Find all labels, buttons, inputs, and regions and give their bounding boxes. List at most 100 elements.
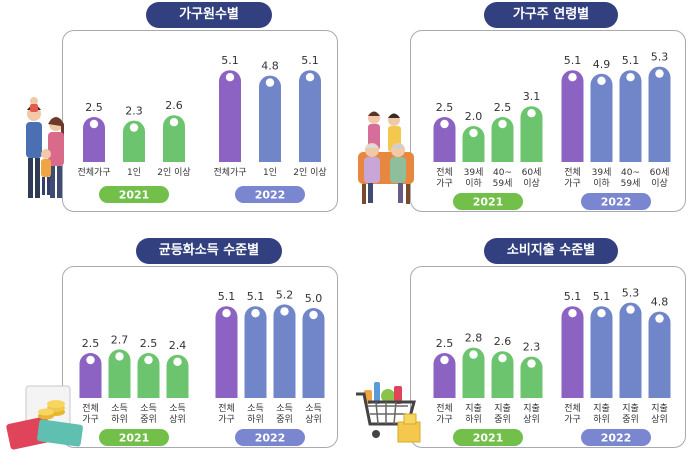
bar-2022-3 [648,311,671,398]
value-label-2022-0: 5.1 [218,290,236,303]
value-label-2021-2: 2.5 [494,101,512,114]
category-label-2022-3: 60세 이상 [650,167,670,189]
bar-2022-0 [561,70,584,162]
category-label-2021-1: 소득 하위 [111,403,128,425]
bar-cap-dot-2022-0 [568,309,577,318]
bar-cap-dot-2021-2 [498,354,507,363]
category-label-2021-2: 지출 중위 [494,403,511,425]
category-label-2021-1: 지출 하위 [465,403,482,425]
value-label-2022-0: 5.1 [564,290,582,303]
year-pill-2022 [235,429,305,446]
bar-cap-dot-2021-3 [527,359,536,368]
bar-cap-dot-2021-1 [129,123,139,132]
bar-cap-dot-2022-3 [655,69,664,78]
category-label-2021-2: 소득 중위 [140,403,157,425]
bar-2022-0 [215,306,238,398]
category-label-2022-2: 소득 중위 [276,403,293,425]
category-label-2021-1: 1인 [127,167,141,178]
category-label-2021-3: 60세 이상 [522,167,542,189]
bar-2021-2 [491,351,514,398]
value-label-2022-3: 5.3 [651,51,669,64]
value-label-2022-0: 5.1 [564,54,582,67]
year-pill-2022 [235,186,305,203]
bar-2022-1 [259,75,281,162]
bar-cap-dot-2022-2 [626,305,635,314]
value-label-2022-2: 5.1 [622,54,640,67]
value-label-2022-0: 5.1 [221,54,239,67]
value-label-2021-0: 2.5 [82,337,100,350]
value-label-2022-1: 4.9 [593,58,611,71]
year-pill-2022 [581,429,651,446]
bar-cap-dot-2022-0 [222,309,231,318]
bar-cap-dot-2022-2 [305,73,315,82]
bar-2022-3 [302,308,325,398]
category-label-2022-3: 지출 상위 [651,403,668,425]
value-label-2021-2: 2.6 [494,335,512,348]
value-label-2022-3: 5.0 [305,292,323,305]
value-label-2022-2: 5.1 [301,54,319,67]
value-label-2021-0: 2.5 [85,101,103,114]
bar-cap-dot-2021-1 [115,352,124,361]
bar-2022-1 [590,306,613,398]
year-label-2021: 2021 [119,432,150,445]
panel-household-size [62,30,338,212]
value-label-2021-1: 2.3 [125,105,143,118]
bar-cap-dot-2022-1 [597,309,606,318]
bar-cap-dot-2021-0 [440,355,449,365]
bar-2021-3 [166,354,189,398]
value-label-2021-2: 2.5 [140,337,158,350]
year-label-2022: 2022 [601,432,632,445]
category-label-2022-2: 2인 이상 [293,167,326,178]
bar-2021-3 [520,356,543,398]
year-label-2021: 2021 [473,196,504,209]
bar-2022-2 [273,304,296,398]
bar-2022-2 [619,70,642,162]
value-label-2021-1: 2.8 [465,332,483,345]
category-label-2022-2: 40~ 59세 [621,168,641,189]
bar-2021-1 [123,120,145,162]
value-label-2021-3: 3.1 [523,90,541,103]
chart-title-income-level: 균등화소득 수준별 [136,238,282,264]
bar-2022-0 [561,306,584,398]
value-label-2022-2: 5.3 [622,287,640,300]
value-label-2022-1: 5.1 [247,290,265,303]
bar-2022-0 [219,70,241,162]
seniors-illustration [358,111,414,204]
value-label-2022-1: 4.8 [261,60,279,73]
bar-cap-dot-2022-3 [655,314,664,323]
shopping-cart-illustration [356,382,421,443]
bar-cap-dot-2022-0 [225,73,235,82]
value-label-2021-3: 2.4 [169,339,187,352]
bar-2021-0 [79,353,102,398]
value-label-2021-2: 2.6 [165,99,183,112]
bar-cap-dot-2022-1 [265,78,275,87]
bar-2021-2 [491,117,514,162]
category-label-2022-1: 지출 하위 [593,403,610,425]
year-pill-2021 [99,186,169,203]
bar-2022-3 [648,66,671,162]
year-label-2021: 2021 [473,432,504,445]
value-label-2021-1: 2.0 [465,110,483,123]
bar-2021-1 [462,126,485,162]
category-label-2021-2: 40~ 59세 [493,168,513,189]
bar-2021-0 [433,353,456,398]
bar-cap-dot-2021-3 [173,357,182,366]
value-label-2022-1: 5.1 [593,290,611,303]
chart-household-size: 2.5 전체가구 2.3 1인 2.6 2인 이상 2021 5.1 전체가구 4.8 1인 5.1 2… [77,54,327,203]
year-pill-2021 [453,193,523,210]
bar-cap-dot-2021-0 [86,355,95,365]
year-pill-2021 [99,429,169,446]
bar-2022-2 [299,70,321,162]
value-label-2021-0: 2.5 [436,337,454,350]
bar-2022-2 [619,302,642,398]
chart-title-householder-age: 가구주 연령별 [484,2,618,28]
value-label-2022-3: 4.8 [651,296,669,309]
bar-2022-1 [590,73,613,162]
bar-cap-dot-2021-0 [440,119,449,129]
money-illustration [6,385,83,450]
bar-2021-1 [462,347,485,398]
bar-cap-dot-2021-3 [527,109,536,118]
